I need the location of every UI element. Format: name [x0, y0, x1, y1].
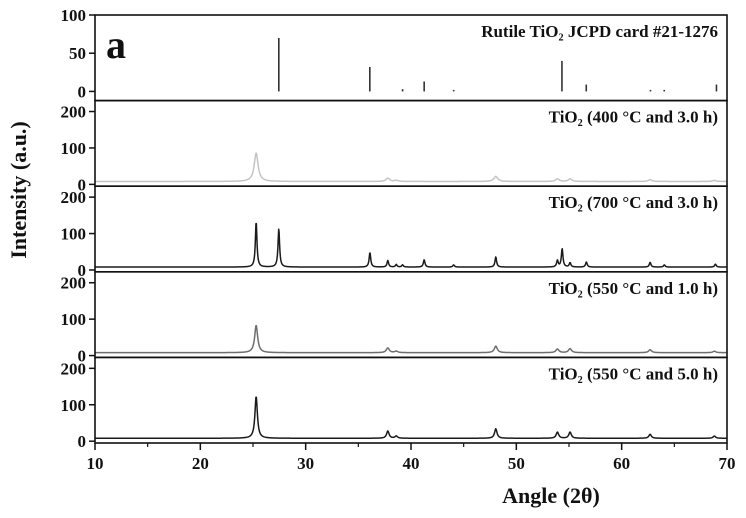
panel-tio2-550c-5h: 0 100 200 TiO₂ (550 °C and 5.0 h): [61, 357, 728, 451]
panel-label: TiO₂ (550 °C and 5.0 h): [549, 364, 718, 383]
x-tick-label: 20: [192, 454, 209, 473]
panel-label: Rutile TiO₂ JCPD card #21-1276: [481, 22, 718, 41]
y-tick-label: 200: [61, 103, 87, 122]
panel-reference: 0 50 100 Rutile TiO₂ JCPD card #21-1276: [61, 6, 728, 101]
x-tick-label: 40: [403, 454, 420, 473]
y-tick-label: 200: [61, 359, 87, 378]
x-axis-title: Angle (2θ): [502, 483, 600, 508]
y-tick-label: 100: [61, 310, 87, 329]
panel-tio2-400c-3h: 0100200TiO₂ (400 °C and 3.0 h): [61, 101, 728, 195]
pattern-line: [95, 326, 727, 353]
y-tick-label: 0: [78, 432, 87, 451]
x-tick-label: 60: [613, 454, 630, 473]
x-tick-label: 10: [87, 454, 104, 473]
y-tick-label: 0: [78, 82, 87, 101]
panel-tio2-550c-1h: 0100200TiO₂ (550 °C and 1.0 h): [61, 272, 728, 366]
panel-label: TiO₂ (400 °C and 3.0 h): [549, 108, 718, 127]
pattern-line: [95, 397, 727, 438]
y-tick-label: 100: [61, 225, 87, 244]
y-tick-label: 200: [61, 274, 87, 293]
pattern-line: [95, 153, 727, 181]
y-tick-label: 100: [61, 396, 87, 415]
panel-label: TiO₂ (550 °C and 1.0 h): [549, 279, 718, 298]
panel-label: TiO₂ (700 °C and 3.0 h): [549, 193, 718, 212]
figure-letter: a: [106, 22, 126, 67]
panels-layer: 0 50 100 Rutile TiO₂ JCPD card #21-1276 0 100…: [61, 6, 728, 451]
y-tick-label: 200: [61, 188, 87, 207]
pattern-line: [95, 224, 727, 267]
y-axis-title: Intensity (a.u.): [6, 121, 31, 259]
y-tick-label: 50: [69, 44, 86, 63]
x-axis: 10 20 30 40 50 60 70: [87, 443, 736, 473]
panel-tio2-700c-3h: 0100200TiO₂ (700 °C and 3.0 h): [61, 186, 728, 280]
y-tick-label: 100: [61, 6, 87, 25]
x-tick-label: 70: [719, 454, 736, 473]
x-tick-label: 30: [297, 454, 314, 473]
x-tick-label: 50: [508, 454, 525, 473]
y-tick-label: 100: [61, 139, 87, 158]
